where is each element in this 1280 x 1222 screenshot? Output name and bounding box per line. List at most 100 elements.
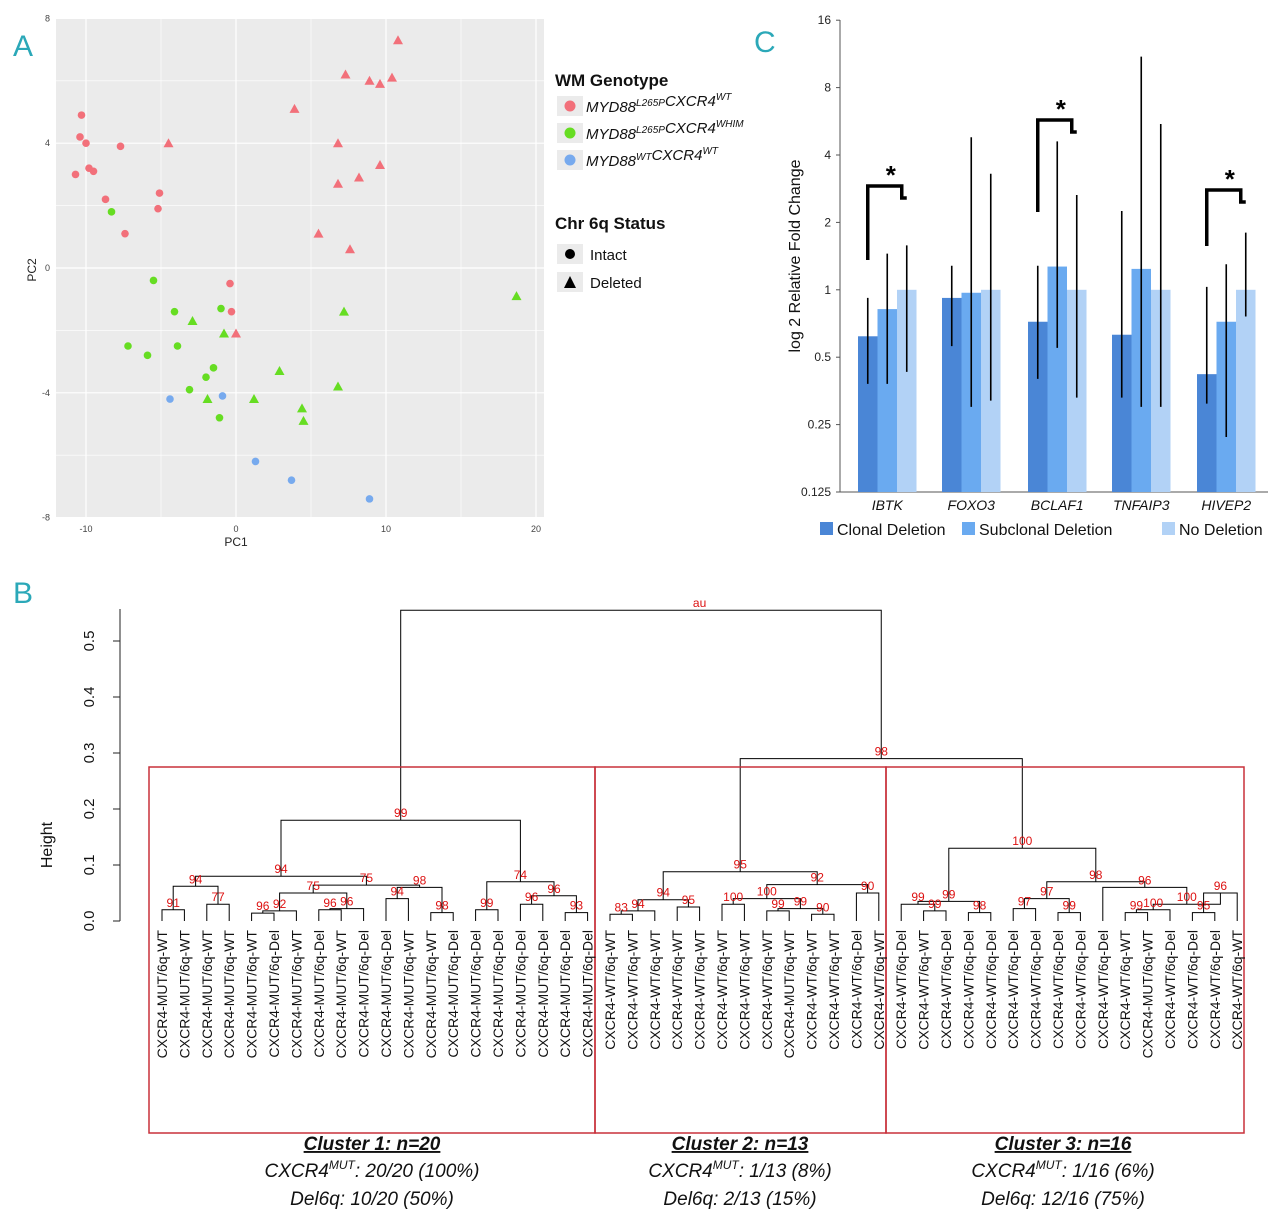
scatter-point-triangle (249, 394, 259, 404)
cluster-del-line: Del6q: 2/13 (15%) (663, 1189, 816, 1210)
cluster-mut-text: : 1/16 (6%) (1062, 1161, 1155, 1182)
cluster-title: Cluster 1: n=20 (304, 1134, 441, 1155)
leaf-label: CXCR4-WT/6q-WT (647, 930, 663, 1050)
au-value: 96 (1138, 873, 1152, 887)
dendro-branch (923, 910, 947, 921)
scatter-x-tick: 0 (233, 524, 238, 534)
leaf-label: CXCR4-MUT/6q-Del (490, 930, 506, 1058)
dendro-branch (161, 909, 185, 921)
leaf-label: CXCR4-MUT/6q-Del (580, 930, 596, 1058)
leaf-label: CXCR4-MUT/6q-WT (199, 930, 215, 1059)
legend-genotype-label: MYD88L265PCXCR4WT (586, 92, 732, 116)
bar (897, 289, 917, 492)
au-value: 98 (973, 899, 987, 913)
bar-legend-label: Subclonal Deletion (979, 522, 1112, 539)
au-value: 96 (525, 890, 539, 904)
leaf-label: CXCR4-WT/6q-Del (893, 930, 909, 1049)
bar (1236, 289, 1256, 492)
au-value: 92 (273, 897, 287, 911)
dendro-branch (732, 898, 801, 909)
leaf-label: CXCR4-MUT/6q-Del (512, 930, 528, 1058)
bar (942, 297, 962, 492)
legend-intact-label: Intact (590, 247, 628, 264)
legend-genotype-sup: WT (702, 146, 718, 157)
cluster-mut-sup: MUT (713, 1158, 741, 1172)
scatter-x-tick: 20 (531, 524, 541, 534)
au-value: 100 (723, 890, 743, 904)
au-value: 75 (360, 871, 374, 885)
au-value: 98 (435, 899, 449, 913)
leaf-label: CXCR4-MUT/6q-WT (400, 930, 416, 1059)
scatter-point-circle (166, 395, 174, 403)
leaf-label: CXCR4-WT/6q-Del (960, 930, 976, 1049)
scatter-point-triangle (333, 178, 343, 188)
leaf-label: CXCR4-MUT/6q-WT (333, 930, 349, 1059)
leaf-label: CXCR4-MUT/6q-Del (445, 930, 461, 1058)
cluster-mut-sup: MUT (1036, 1158, 1064, 1172)
scatter-point-triangle (387, 72, 397, 82)
leaf-label: CXCR4-MUT/6q-WT (781, 930, 797, 1059)
au-value: 96 (340, 895, 354, 909)
scatter-point-circle (170, 307, 179, 316)
cluster-del-line: Del6q: 10/20 (50%) (290, 1189, 454, 1210)
legend-genotype-sup: L265P (636, 125, 665, 136)
au-value: 100 (757, 885, 777, 899)
leaf-label: CXCR4-WT/6q-WT (602, 930, 618, 1050)
legend-deleted-triangle (564, 276, 576, 288)
au-value: 95 (734, 858, 748, 872)
dendro-branch (400, 609, 882, 821)
au-value: 74 (514, 868, 528, 882)
cluster-boxes (148, 766, 1245, 1134)
leaf-label: CXCR4-WT/6q-WT (714, 930, 730, 1050)
au-value: 91 (167, 896, 181, 910)
scatter-point-triangle (375, 160, 385, 170)
au-value: 99 (1063, 899, 1077, 913)
scatter-point-circle (226, 279, 234, 288)
scatter-point-circle (218, 392, 227, 400)
dendro-branch (676, 906, 701, 921)
leaf-label: CXCR4-MUT/6q-Del (378, 930, 394, 1058)
leaf-label: CXCR4-WT/6q-Del (1072, 930, 1088, 1049)
cluster-title: Cluster 2: n=13 (672, 1134, 809, 1155)
legend-intact-circle (565, 249, 575, 259)
au-value: 99 (1130, 899, 1144, 913)
au-value: 99 (911, 890, 925, 904)
scatter-point-circle (365, 495, 374, 503)
legend-genotype-sup: WT (636, 152, 652, 163)
bar-y-tick-label: 1 (824, 283, 831, 297)
leaf-label: CXCR4-MUT/6q-Del (468, 930, 484, 1058)
legend-deleted-label: Deleted (590, 275, 642, 292)
leaf-label: CXCR4-MUT/6q-WT (176, 930, 192, 1059)
scatter-point-triangle (289, 103, 300, 113)
scatter-point-circle (143, 351, 152, 360)
leaf-label: CXCR4-WT/6q-WT (826, 930, 842, 1050)
dendro-branch (811, 913, 835, 921)
dendro-branch (564, 912, 589, 921)
leaf-label: CXCR4-WT/6q-WT (692, 930, 708, 1050)
significance-bracket (1205, 188, 1246, 246)
scatter-point-circle (173, 342, 182, 350)
legend-genotype-base: CXCR4 (665, 93, 716, 110)
leaf-label: CXCR4-MUT/6q-WT (154, 930, 170, 1059)
scatter-point-circle (76, 133, 84, 141)
bar-legend-swatch (820, 522, 833, 535)
legend-genotype-dot (564, 100, 576, 112)
au-value: 99 (480, 896, 494, 910)
scatter-point-triangle (163, 138, 174, 148)
significance-star: * (1225, 164, 1236, 194)
leaf-label: CXCR4-MUT/6q-WT (244, 930, 260, 1059)
au-value: 75 (307, 879, 321, 893)
scatter-axis-ticks: -10 0 10 20 8 4 0 -4 -8 (42, 13, 541, 534)
au-value: 83 (615, 900, 629, 914)
au-value: 100 (1012, 834, 1032, 848)
dendro-branch (280, 819, 521, 882)
bar-legend-label: Clonal Deletion (837, 522, 946, 539)
dendro-branch (948, 847, 1097, 902)
bar-y-tick-label: 16 (818, 13, 832, 27)
leaf-label: CXCR4-WT/6q-Del (1028, 930, 1044, 1049)
leaf-label: CXCR4-MUT/6q-Del (266, 930, 282, 1058)
dendro-y-tick-label: 0.0 (81, 911, 98, 932)
bar-category-label: BCLAF1 (1031, 497, 1084, 513)
